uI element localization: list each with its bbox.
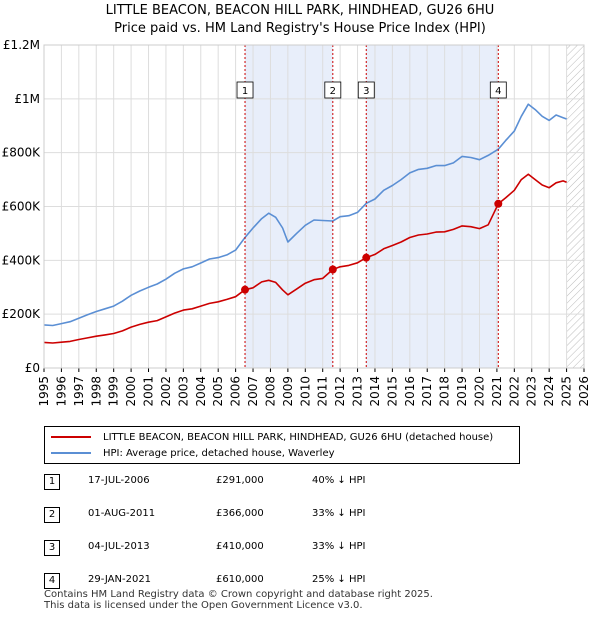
table-row: 3 04-JUL-2013 £410,000 33% ↓ HPI [44,540,444,560]
x-tick-label: 2011 [316,376,330,407]
x-tick-label: 1997 [72,376,86,407]
x-tick-label: 2000 [124,376,138,407]
event-box-label: 3 [363,86,369,97]
sale-point [241,285,250,294]
x-tick-label: 2026 [577,376,591,407]
sale-point [328,265,337,274]
legend-swatch-hpi [51,452,91,454]
event-price: £366,000 [216,508,264,519]
legend-swatch-property [51,436,91,438]
event-number: 2 [44,507,60,523]
legend: LITTLE BEACON, BEACON HILL PARK, HINDHEA… [44,426,520,464]
event-box-label: 4 [495,86,501,97]
x-tick-label: 2017 [420,376,434,407]
event-date: 01-AUG-2011 [88,508,156,519]
title-line-1: LITTLE BEACON, BEACON HILL PARK, HINDHEA… [105,3,495,18]
y-tick-label: £200K [2,307,42,321]
legend-label-hpi: HPI: Average price, detached house, Wave… [103,448,335,459]
x-tick-label: 2014 [368,376,382,407]
x-tick-label: 2023 [525,376,539,407]
event-box [324,81,342,99]
x-tick-label: 2022 [507,376,521,407]
x-tick-label: 2003 [176,376,190,407]
table-row: 4 29-JAN-2021 £610,000 25% ↓ HPI [44,573,444,593]
event-hpi-diff: 40% ↓ HPI [312,475,366,486]
event-number: 4 [44,573,60,589]
x-tick-label: 2005 [211,376,225,407]
footer: Contains HM Land Registry data © Crown c… [44,589,433,611]
chart-title: LITTLE BEACON, BEACON HILL PARK, HINDHEA… [0,2,600,38]
event-hpi-diff: 33% ↓ HPI [312,541,366,552]
event-date: 29-JAN-2021 [88,574,152,585]
footer-licence: This data is licensed under the Open Gov… [44,600,363,611]
sale-point [494,199,503,208]
event-hpi-diff: 33% ↓ HPI [312,508,366,519]
event-box [236,81,254,99]
event-number: 1 [44,474,60,490]
x-tick-label: 2002 [159,376,173,407]
x-tick-label: 2009 [281,376,295,407]
x-tick-label: 2024 [542,376,556,407]
event-box-label: 2 [330,86,336,97]
y-tick-label: £400K [2,253,42,267]
x-tick-label: 2008 [263,376,277,407]
event-price: £291,000 [216,475,264,486]
y-tick-label: £1.2M [3,38,40,52]
legend-item-property: LITTLE BEACON, BEACON HILL PARK, HINDHEA… [51,430,493,446]
x-tick-label: 2004 [194,376,208,407]
event-box-label: 1 [242,86,248,97]
x-tick-label: 2012 [333,376,347,407]
y-tick-label: £800K [2,146,42,160]
legend-label-property: LITTLE BEACON, BEACON HILL PARK, HINDHEA… [103,432,494,443]
x-tick-label: 1996 [54,376,68,407]
event-date: 17-JUL-2006 [88,475,150,486]
x-tick-label: 1995 [37,376,51,407]
event-price: £410,000 [216,541,264,552]
y-tick-label: £1M [14,92,40,106]
event-date: 04-JUL-2013 [88,541,150,552]
x-tick-label: 2007 [246,376,260,407]
x-tick-label: 2013 [351,376,365,407]
event-box [357,81,375,99]
series-line-hpi [43,103,567,327]
x-tick-label: 2015 [385,376,399,407]
y-tick-label: £0 [25,361,40,375]
x-tick-label: 2021 [490,376,504,407]
x-tick-label: 2025 [560,376,574,407]
event-price: £610,000 [216,574,264,585]
footer-copyright: Contains HM Land Registry data © Crown c… [44,589,433,600]
table-row: 2 01-AUG-2011 £366,000 33% ↓ HPI [44,507,444,527]
x-tick-label: 2016 [403,376,417,407]
x-tick-label: 2019 [455,376,469,407]
table-row: 1 17-JUL-2006 £291,000 40% ↓ HPI [44,474,444,494]
x-tick-label: 1999 [107,376,121,407]
x-tick-label: 2020 [472,376,486,407]
event-number: 3 [44,540,60,556]
x-tick-label: 1998 [89,376,103,407]
y-tick-label: £600K [2,200,42,214]
event-hpi-diff: 25% ↓ HPI [312,574,366,585]
event-box [489,81,507,99]
x-tick-label: 2006 [229,376,243,407]
title-line-2: Price paid vs. HM Land Registry's House … [114,21,486,36]
x-tick-label: 2001 [142,376,156,407]
x-tick-label: 2010 [298,376,312,407]
legend-item-hpi: HPI: Average price, detached house, Wave… [51,446,335,462]
x-tick-label: 2018 [438,376,452,407]
sale-point [362,253,371,262]
series-line-property [43,173,567,344]
plot-frame [43,44,585,369]
